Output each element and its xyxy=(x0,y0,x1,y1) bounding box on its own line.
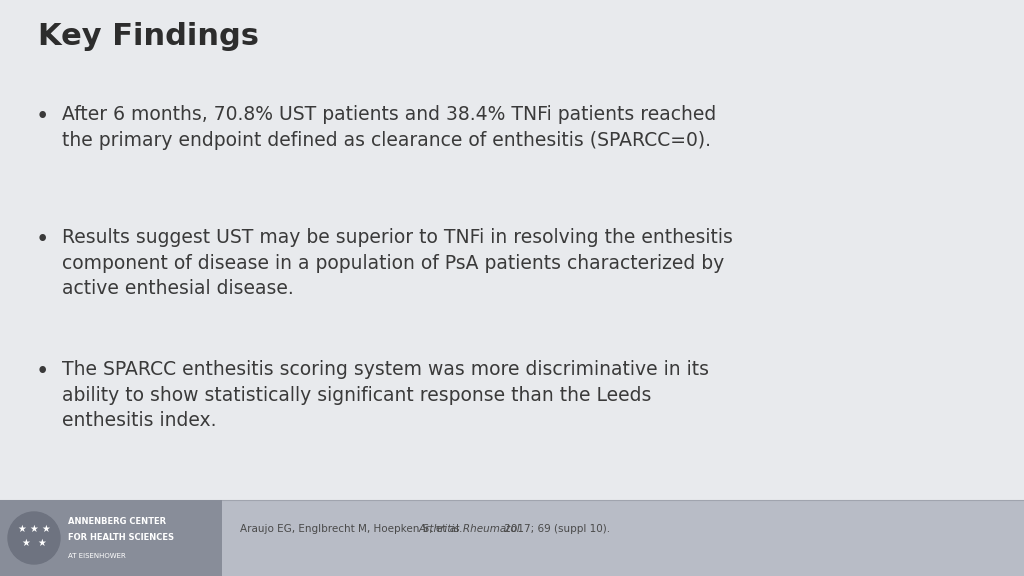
Text: Arthritis Rheumatol.: Arthritis Rheumatol. xyxy=(419,524,523,534)
Circle shape xyxy=(8,512,60,564)
Text: The SPARCC enthesitis scoring system was more discriminative in its
ability to s: The SPARCC enthesitis scoring system was… xyxy=(62,360,709,430)
Text: Results suggest UST may be superior to TNFi in resolving the enthesitis
componen: Results suggest UST may be superior to T… xyxy=(62,228,733,298)
Text: ★: ★ xyxy=(30,524,38,534)
Text: •: • xyxy=(36,228,49,251)
Text: Araujo EG, Englbrecht M, Hoepken S, et al.: Araujo EG, Englbrecht M, Hoepken S, et a… xyxy=(240,524,466,534)
Bar xyxy=(0,500,222,576)
Text: After 6 months, 70.8% UST patients and 38.4% TNFi patients reached
the primary e: After 6 months, 70.8% UST patients and 3… xyxy=(62,105,716,150)
Bar xyxy=(0,500,1024,576)
Text: ★: ★ xyxy=(17,524,27,534)
Text: ANNENBERG CENTER: ANNENBERG CENTER xyxy=(68,517,166,526)
Text: •: • xyxy=(36,360,49,383)
Text: ★: ★ xyxy=(38,538,46,548)
Text: AT EISENHOWER: AT EISENHOWER xyxy=(68,553,126,559)
Text: ★: ★ xyxy=(42,524,50,534)
Text: 2017; 69 (suppl 10).: 2017; 69 (suppl 10). xyxy=(502,524,610,534)
Text: FOR HEALTH SCIENCES: FOR HEALTH SCIENCES xyxy=(68,533,174,543)
Text: Key Findings: Key Findings xyxy=(38,22,259,51)
Text: ★: ★ xyxy=(22,538,31,548)
Text: •: • xyxy=(36,105,49,128)
